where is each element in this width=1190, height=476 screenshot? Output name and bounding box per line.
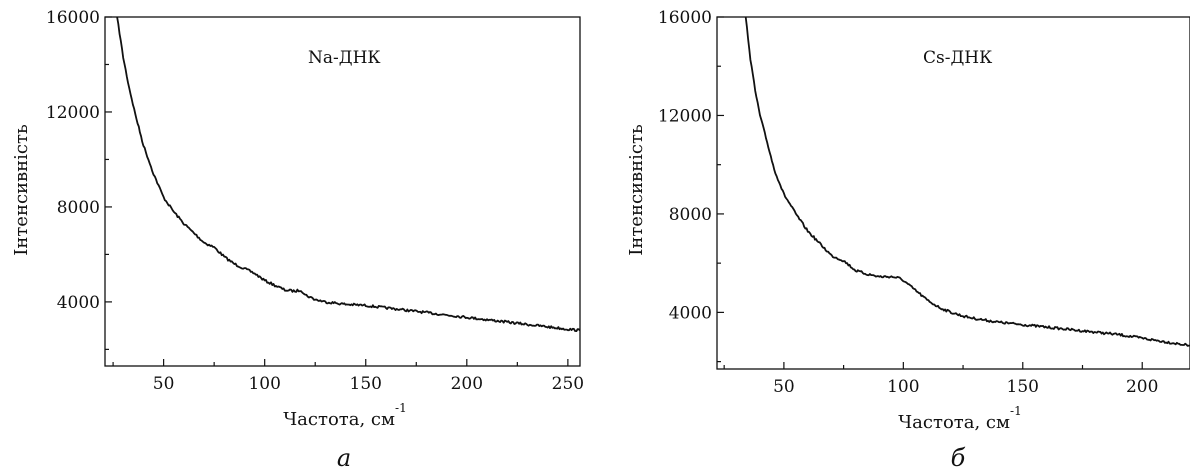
- series-line: [744, 16, 1190, 347]
- series-line: [116, 16, 581, 332]
- x-axis-title-exponent: -1: [395, 401, 407, 415]
- y-tick-label: 4000: [669, 303, 712, 323]
- y-tick-label: 8000: [57, 198, 100, 218]
- y-tick-label: 12000: [46, 103, 100, 123]
- x-axis-title-text: Частота, см: [283, 409, 395, 430]
- y-axis-title: Інтенсивність: [626, 124, 647, 256]
- x-axis: 50 100 150 200 250: [112, 359, 584, 394]
- y-axis: 4000 8000 12000 16000: [658, 8, 724, 363]
- x-axis-title-exponent: -1: [1010, 404, 1022, 418]
- y-axis: 4000 8000 12000 16000: [46, 8, 112, 350]
- y-tick-label: 12000: [658, 106, 712, 126]
- x-tick-label: 200: [451, 374, 483, 394]
- x-tick-label: 50: [773, 377, 795, 397]
- x-tick-label: 100: [248, 374, 280, 394]
- x-axis-title: Частота, см-1: [283, 401, 406, 430]
- x-axis-title-text: Частота, см: [898, 412, 1010, 433]
- panel-caption: a: [337, 444, 351, 472]
- x-tick-label: 50: [153, 374, 175, 394]
- panel-b-chart: 4000 8000 12000 16000 50 100 150 200 Cs-ДНК Ін…: [626, 8, 1190, 472]
- x-tick-label: 150: [350, 374, 382, 394]
- y-tick-label: 4000: [57, 293, 100, 313]
- panel-a-chart: 4000 8000 12000 16000 50 100 150 200 250 Na-ДНК…: [11, 8, 584, 472]
- x-axis-title: Частота, см-1: [898, 404, 1021, 433]
- panel-caption: б: [951, 444, 966, 472]
- plot-frame: [716, 16, 1190, 370]
- series-annotation: Na-ДНК: [308, 48, 381, 68]
- plot-frame: [104, 16, 581, 367]
- y-axis-title: Інтенсивність: [11, 124, 32, 256]
- y-tick-label: 8000: [669, 205, 712, 225]
- x-tick-label: 200: [1126, 377, 1158, 397]
- x-tick-label: 100: [887, 377, 919, 397]
- y-tick-label: 16000: [658, 8, 712, 28]
- x-axis: 50 100 150 200: [723, 362, 1158, 397]
- y-tick-label: 16000: [46, 8, 100, 28]
- x-tick-label: 150: [1007, 377, 1039, 397]
- series-annotation: Cs-ДНК: [923, 48, 992, 68]
- x-tick-label: 250: [552, 374, 584, 394]
